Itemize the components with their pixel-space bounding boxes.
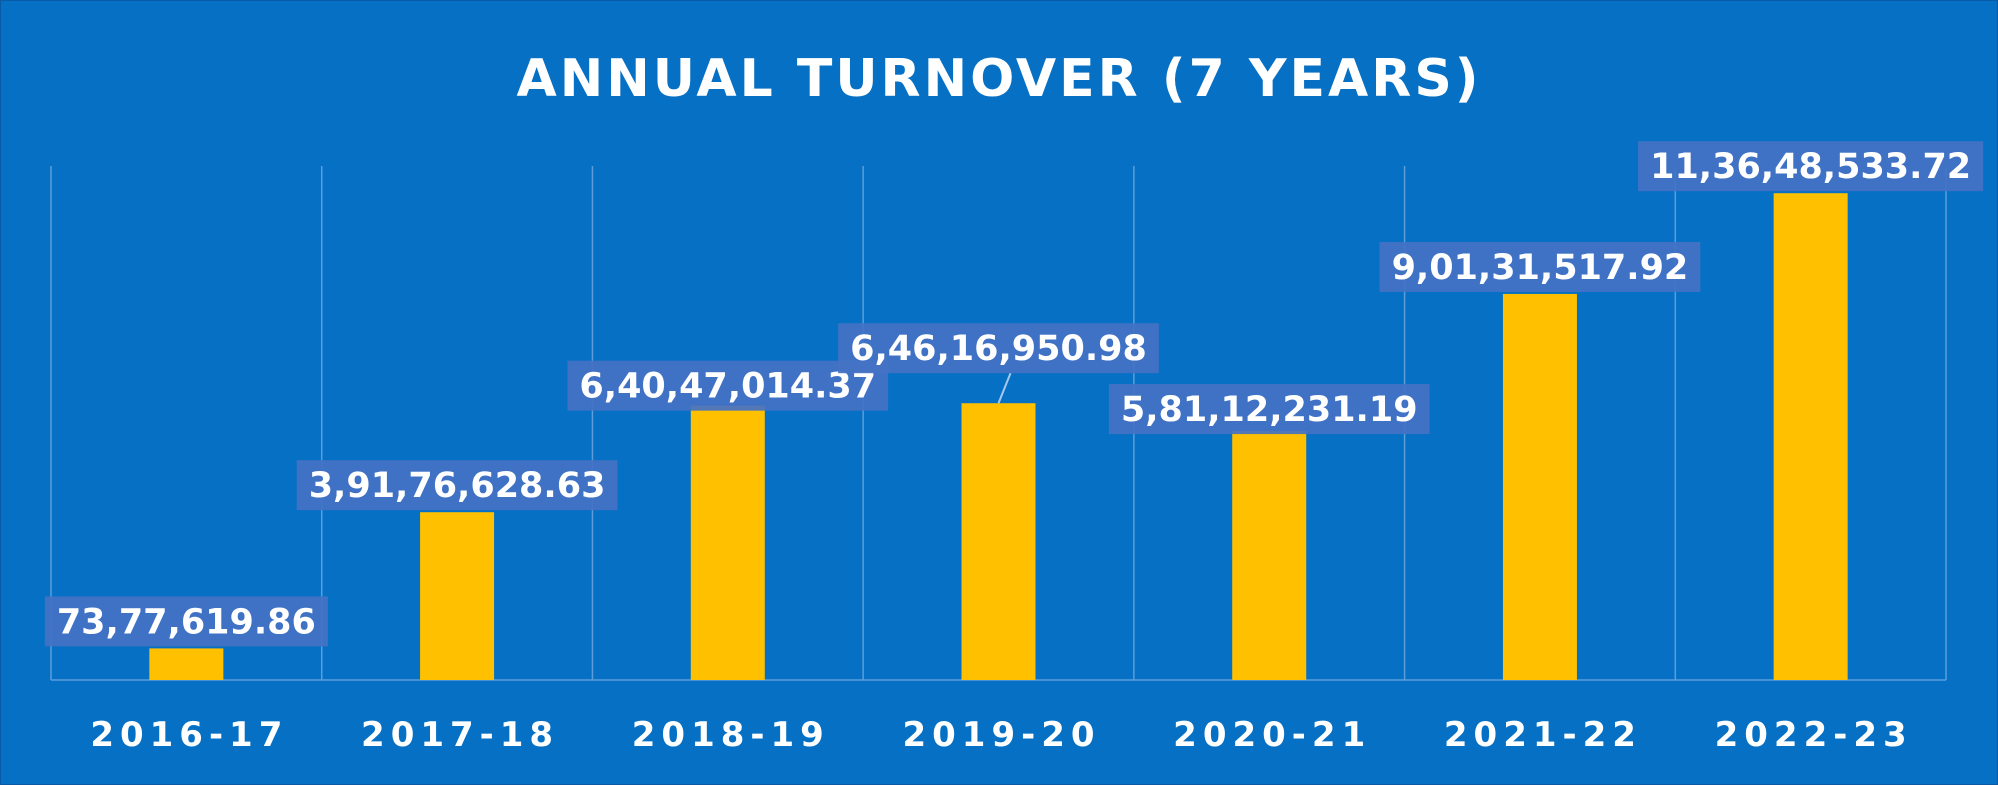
data-label-box [296, 460, 618, 511]
x-tick-label: 2020-21 [1173, 715, 1371, 755]
data-label-value: 11,36,48,533.72 [1650, 147, 1971, 187]
x-tick-label: 2018-19 [632, 715, 830, 755]
data-label-box [567, 360, 889, 411]
bar [961, 403, 1036, 680]
data-labels: 73,77,619.86 3,91,76,628.63 6,40,47,014.37… [44, 141, 1984, 647]
bar [1773, 193, 1848, 680]
bar [149, 648, 224, 680]
data-label-box [1638, 141, 1984, 192]
chart-title: ANNUAL TURNOVER (7 YEARS) [516, 49, 1482, 109]
data-label-value: 6,46,16,950.98 [850, 329, 1147, 369]
data-label-value: 5,81,12,231.19 [1121, 390, 1418, 430]
data-label-box [838, 323, 1159, 374]
x-tick-label: 2022-23 [1715, 715, 1913, 755]
data-label-box [1379, 241, 1701, 292]
data-label-box [44, 596, 328, 647]
data-label: 73,77,619.86 [44, 596, 328, 647]
x-tick-label: 2017-18 [361, 715, 559, 755]
bars [149, 193, 1848, 680]
x-tick-label: 2019-20 [902, 715, 1100, 755]
x-axis-ticks: 2016-17 2017-18 2018-19 2019-20 2020-21 2021-… [90, 715, 1913, 755]
bar [690, 405, 765, 680]
x-tick-label: 2021-22 [1444, 715, 1642, 755]
data-label-value: 6,40,47,014.37 [579, 367, 876, 407]
data-label-value: 73,77,619.86 [57, 602, 316, 642]
data-label: 3,91,76,628.63 [296, 460, 618, 511]
data-label-value: 9,01,31,517.92 [1392, 248, 1689, 288]
data-label-leader [997, 372, 1012, 404]
data-label-box [1108, 384, 1430, 435]
data-label: 6,40,47,014.37 [567, 360, 889, 411]
x-tick-label: 2016-17 [90, 715, 288, 755]
data-label: 5,81,12,231.19 [1108, 384, 1430, 435]
bar [1502, 293, 1577, 680]
data-label: 9,01,31,517.92 [1379, 241, 1701, 292]
data-label: 11,36,48,533.72 [1638, 141, 1984, 192]
bar [420, 512, 495, 680]
bar [1232, 431, 1307, 680]
data-label-value: 3,91,76,628.63 [309, 466, 606, 506]
data-label: 6,46,16,950.98 [838, 323, 1159, 404]
